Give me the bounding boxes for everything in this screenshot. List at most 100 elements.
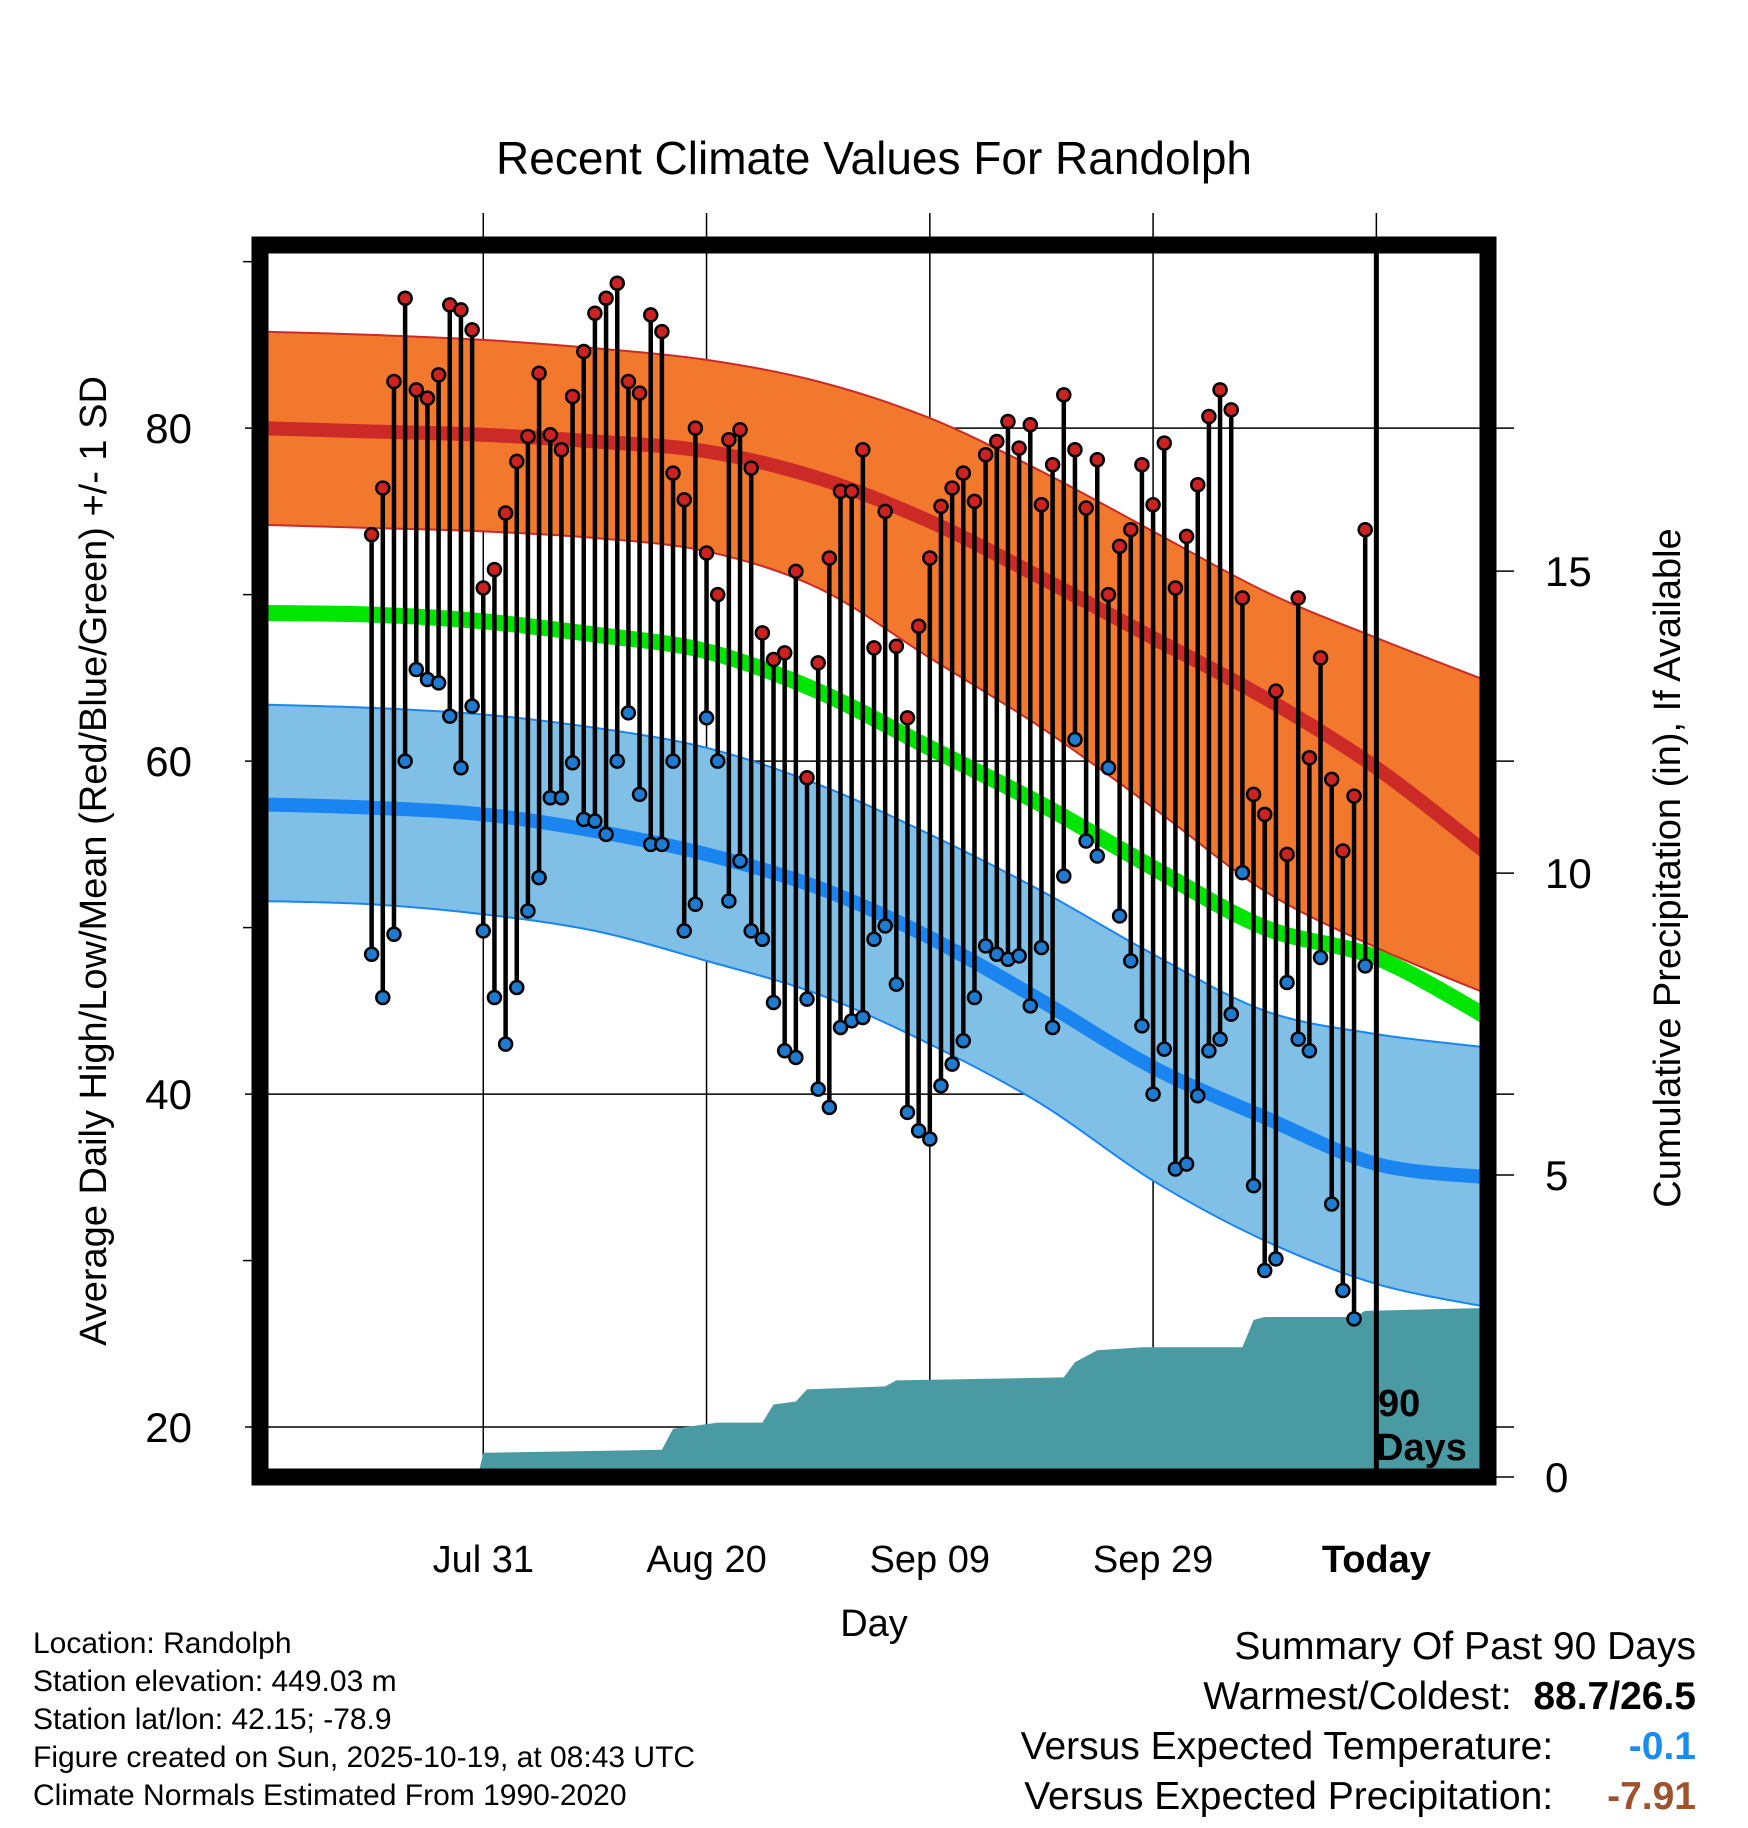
daily-high-point (1056, 387, 1072, 403)
y2-tick-label-0: 0 (1545, 1454, 1568, 1501)
y-tick-label-1: 40 (145, 1071, 192, 1118)
summary-temp-value: -0.1 (1628, 1725, 1696, 1768)
daily-high-point (1335, 843, 1351, 859)
daily-high-point (397, 290, 413, 307)
daily-low-point (810, 1081, 826, 1097)
summary-precip-label: Versus Expected Precipitation: (1024, 1775, 1554, 1818)
daily-low-point (1335, 1282, 1351, 1299)
daily-high-point (1312, 650, 1329, 666)
daily-high-point (944, 480, 960, 496)
daily-high-point (1078, 500, 1094, 516)
daily-low-point (1178, 1156, 1195, 1172)
summary-heading: Summary Of Past 90 Days (1234, 1625, 1696, 1668)
daily-high-point (520, 428, 536, 445)
y-tick-label-0: 20 (145, 1404, 192, 1451)
daily-low-point (910, 1122, 927, 1139)
x-tick-label-0: Jul 31 (433, 1539, 534, 1581)
today-marker-word: Days (1376, 1427, 1467, 1469)
daily-high-point (1346, 788, 1362, 804)
daily-low-point (966, 989, 983, 1006)
normal-high-line (260, 421, 1488, 860)
daily-high-point (687, 420, 704, 436)
daily-low-point (1089, 848, 1106, 864)
daily-high-point (933, 498, 949, 515)
info-location: Location: Randolph (33, 1627, 292, 1660)
daily-high-point (922, 550, 938, 566)
daily-high-point (1201, 408, 1217, 425)
daily-low-point (687, 896, 704, 913)
summary-precip: Versus Expected Precipitation: -7.91 (1021, 1772, 1696, 1822)
daily-low-point (1033, 939, 1050, 956)
daily-low-point (933, 1078, 949, 1094)
x-axis-label: Day (840, 1603, 908, 1645)
daily-low-point (375, 989, 391, 1006)
daily-high-point (855, 442, 871, 458)
daily-low-point (520, 903, 536, 919)
daily-low-point (631, 786, 648, 803)
daily-high-point (1279, 846, 1295, 863)
daily-high-point (1357, 521, 1373, 538)
daily-high-point (888, 638, 905, 654)
daily-low-point (1201, 1043, 1217, 1059)
daily-low-point (564, 755, 581, 771)
daily-low-point (765, 994, 782, 1011)
daily-high-point (363, 526, 380, 543)
daily-low-point (776, 1043, 793, 1059)
daily-high-point (1044, 457, 1061, 473)
daily-high-point (598, 290, 614, 307)
summary-warm-cold: Warmest/Coldest: 88.7/26.5 (1021, 1672, 1696, 1722)
daily-high-point (587, 305, 603, 322)
daily-high-point (1178, 528, 1195, 545)
daily-low-point (587, 813, 603, 829)
daily-high-point (665, 465, 681, 481)
daily-high-point (564, 388, 581, 405)
daily-range-stems (369, 245, 1379, 1477)
daily-low-point (609, 753, 625, 769)
daily-low-point (386, 926, 402, 943)
daily-high-point (788, 563, 804, 580)
daily-low-point (1357, 958, 1373, 974)
daily-low-point (877, 918, 893, 934)
daily-low-point (1301, 1043, 1318, 1059)
daily-high-point (1323, 771, 1340, 788)
daily-high-point (475, 580, 492, 596)
daily-high-point (575, 343, 592, 360)
daily-high-point (866, 640, 882, 656)
daily-high-point (1167, 580, 1184, 596)
today-marker-word: 90 (1378, 1383, 1420, 1425)
info-latlon: Station lat/lon: 42.15; -78.9 (33, 1703, 392, 1736)
daily-low-point (430, 675, 447, 691)
daily-low-point (1245, 1177, 1262, 1194)
daily-dots (363, 275, 1373, 1327)
low-sd-band (260, 703, 1488, 1309)
daily-high-point (620, 373, 637, 390)
daily-high-point (453, 302, 469, 318)
daily-high-point (676, 491, 692, 508)
daily-high-point (1011, 440, 1027, 456)
daily-low-point (1011, 948, 1027, 964)
daily-low-point (442, 708, 458, 724)
daily-low-point (531, 869, 547, 886)
daily-high-point (910, 618, 927, 635)
daily-high-point (1033, 496, 1050, 513)
daily-low-point (486, 989, 503, 1006)
daily-high-point (821, 550, 838, 566)
daily-high-point (419, 390, 436, 406)
y2-tick-label-2: 10 (1545, 850, 1592, 897)
daily-low-point (1111, 908, 1128, 924)
daily-high-point (899, 710, 916, 726)
daily-high-point (1022, 417, 1039, 433)
daily-high-point (743, 460, 759, 476)
daily-low-point (1234, 864, 1251, 881)
daily-low-point (1312, 949, 1329, 966)
daily-high-point (1212, 382, 1228, 398)
info-created: Figure created on Sun, 2025-10-19, at 08… (33, 1741, 696, 1774)
daily-high-point (1111, 538, 1128, 555)
daily-low-point (698, 710, 715, 726)
info-elevation: Station elevation: 449.03 m (33, 1665, 397, 1698)
daily-low-point (453, 760, 469, 776)
daily-high-point (776, 645, 793, 661)
summary-precip-value: -7.91 (1607, 1775, 1696, 1818)
daily-high-point (1223, 402, 1239, 418)
daily-high-point (1156, 435, 1173, 451)
